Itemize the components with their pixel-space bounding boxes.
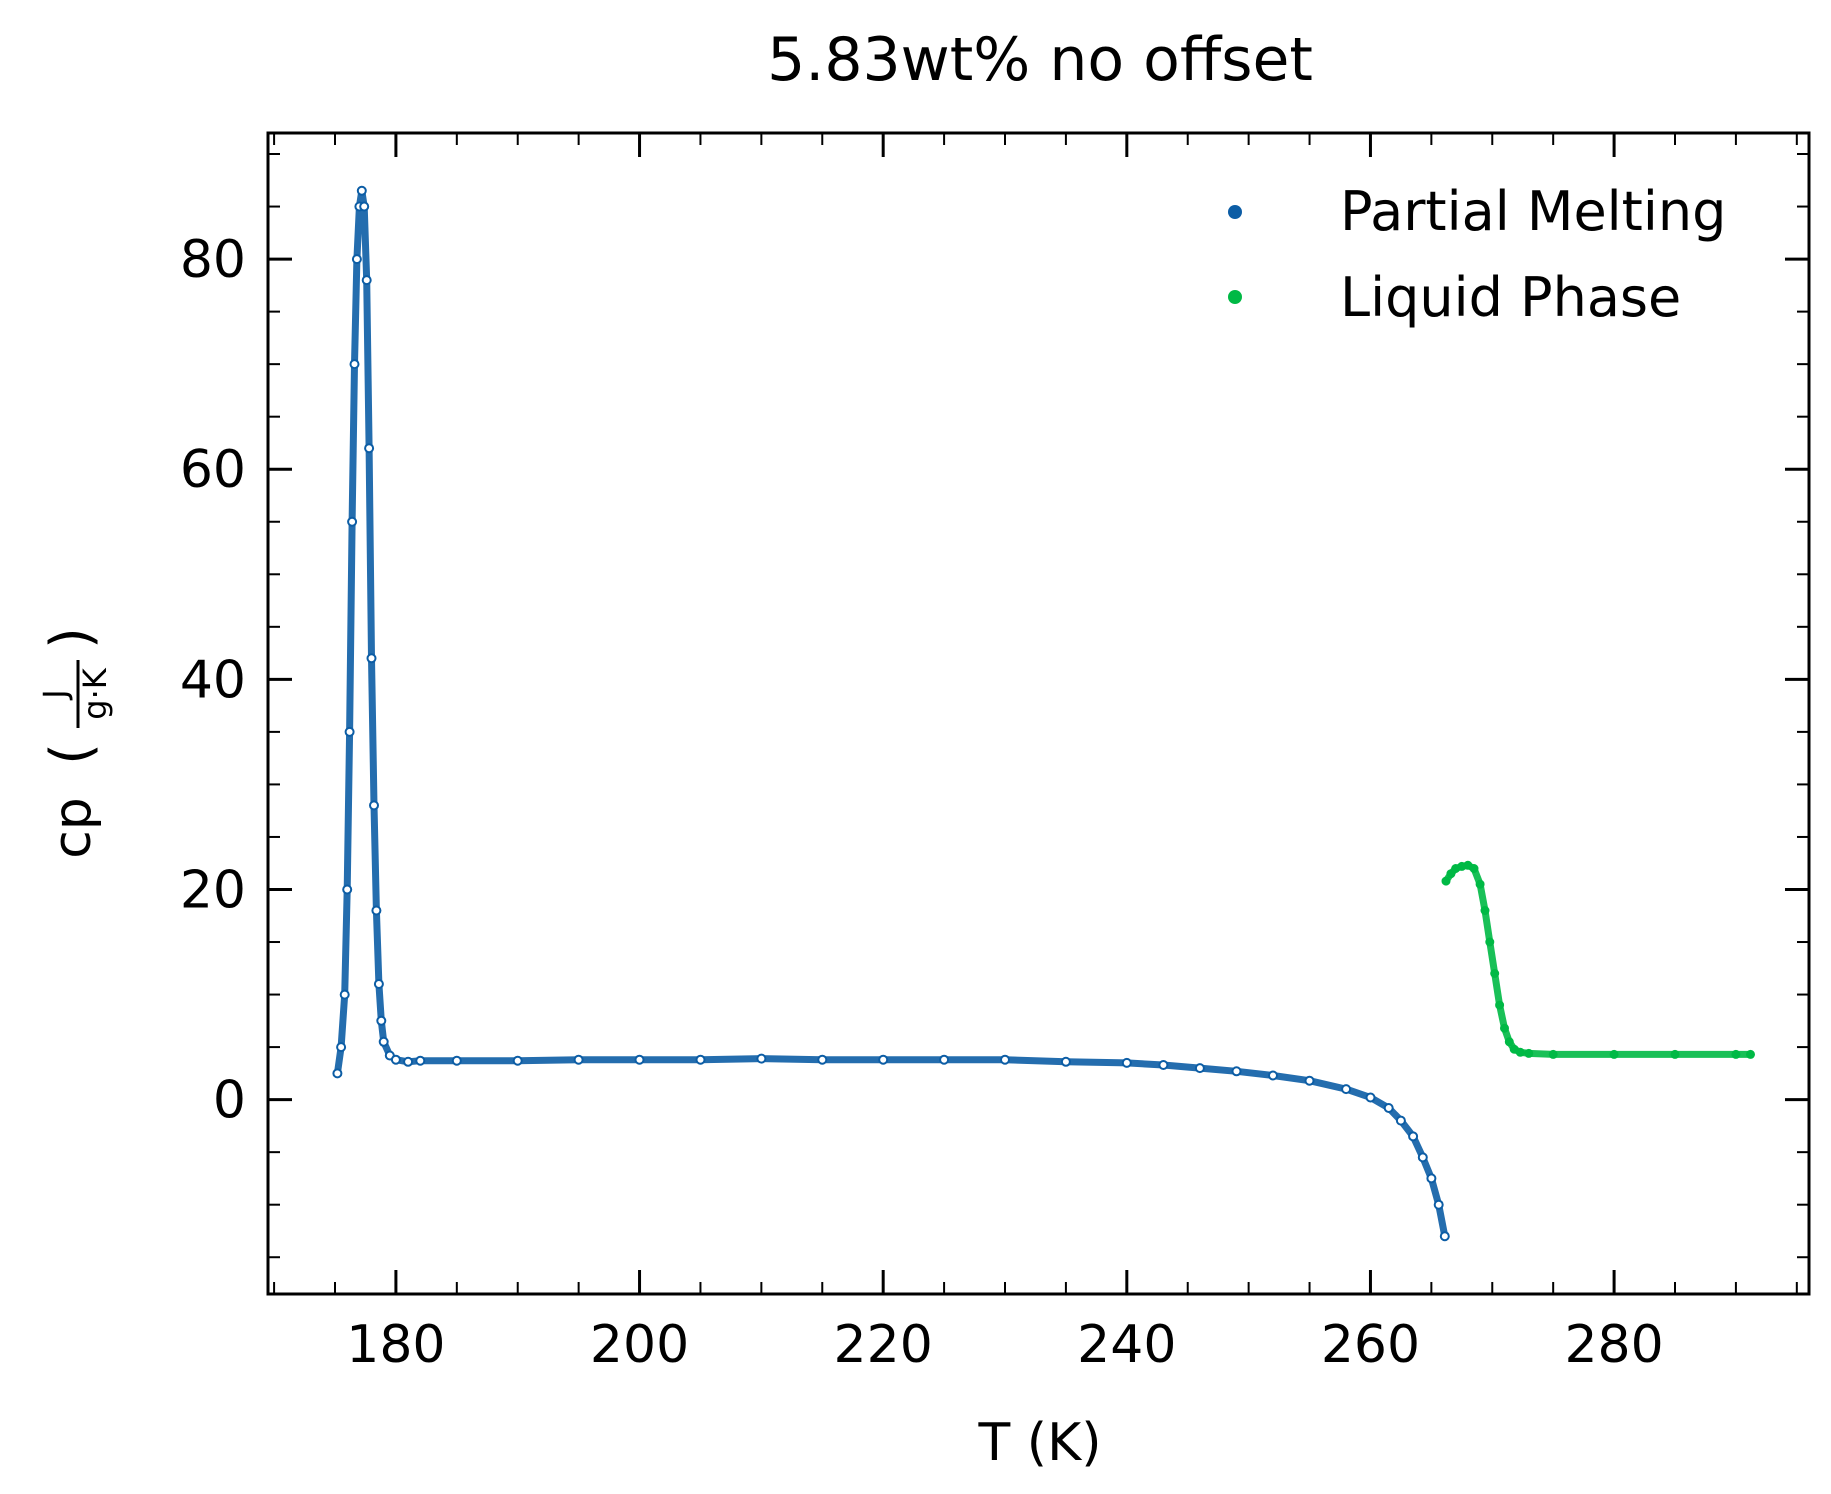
x-tick-label: 200 — [590, 1315, 689, 1375]
data-point-partial-melting — [378, 1036, 389, 1047]
legend-marker-partial-melting — [1228, 205, 1242, 219]
data-point-liquid-phase — [1500, 1023, 1509, 1033]
data-point-partial-melting — [336, 1042, 347, 1053]
y-axis-label-open-paren: ( — [39, 743, 104, 765]
data-point-liquid-phase — [1609, 1049, 1619, 1059]
data-point-partial-melting — [376, 1015, 387, 1026]
y-axis-label: cp ( J g·K ) — [36, 627, 114, 859]
data-point-partial-melting — [359, 201, 370, 212]
data-point-partial-melting — [342, 884, 353, 895]
data-point-partial-melting — [403, 1056, 414, 1067]
data-point-liquid-phase — [1504, 1037, 1514, 1047]
data-point-liquid-phase — [1490, 969, 1500, 978]
x-tick-label: 260 — [1321, 1315, 1420, 1375]
chart-title: 5.83wt% no offset — [767, 25, 1313, 95]
data-point-partial-melting — [1000, 1054, 1010, 1065]
y-axis-label-denominator: g·K — [76, 667, 114, 719]
series-liquid-phase — [1441, 860, 1755, 1059]
data-point-liquid-phase — [1441, 876, 1451, 886]
data-point-partial-melting — [878, 1054, 889, 1065]
data-point-partial-melting — [1383, 1103, 1394, 1113]
data-point-partial-melting — [351, 254, 362, 265]
legend-label-liquid-phase: Liquid Phase — [1340, 266, 1681, 329]
data-point-liquid-phase — [1670, 1049, 1680, 1059]
series-trace-liquid-phase — [1442, 861, 1754, 1058]
y-tick-label: 40 — [180, 650, 246, 710]
data-point-liquid-phase — [1731, 1049, 1741, 1059]
legend-entry-partial-melting: Partial Melting — [1228, 180, 1726, 243]
y-axis-label-close-paren: ) — [39, 627, 104, 649]
x-tick-label: 180 — [346, 1315, 445, 1375]
data-point-partial-melting — [361, 275, 372, 286]
y-axis-label-prefix: cp — [43, 797, 103, 859]
data-point-liquid-phase — [1469, 864, 1479, 873]
data-point-partial-melting — [512, 1055, 523, 1066]
y-tick-label: 80 — [180, 230, 246, 290]
data-point-partial-melting — [1417, 1152, 1428, 1163]
data-point-partial-melting — [332, 1068, 343, 1079]
data-point-partial-melting — [1395, 1115, 1406, 1126]
data-point-partial-melting — [695, 1054, 706, 1065]
legend: Partial Melting Liquid Phase — [1228, 180, 1726, 329]
data-point-partial-melting — [1158, 1060, 1169, 1070]
data-point-partial-melting — [1341, 1084, 1352, 1095]
data-point-liquid-phase — [1515, 1047, 1525, 1057]
data-point-partial-melting — [573, 1054, 584, 1065]
y-tick-label: 60 — [180, 440, 246, 500]
data-point-partial-melting — [1439, 1231, 1450, 1242]
data-point-partial-melting — [1194, 1063, 1205, 1074]
data-point-partial-melting — [373, 979, 384, 989]
plot-frame — [266, 131, 1811, 1296]
data-point-liquid-phase — [1485, 937, 1495, 947]
data-point-partial-melting — [366, 653, 377, 664]
data-point-liquid-phase — [1746, 1049, 1755, 1059]
data-point-partial-melting — [356, 185, 367, 196]
data-point-partial-melting — [756, 1053, 767, 1064]
data-point-partial-melting — [369, 800, 379, 811]
y-tick-label: 20 — [180, 860, 246, 920]
data-point-partial-melting — [1268, 1070, 1278, 1081]
data-point-liquid-phase — [1480, 906, 1490, 915]
plot-data — [332, 185, 1755, 1242]
data-point-partial-melting — [1060, 1056, 1071, 1067]
y-tick-label: 0 — [213, 1071, 246, 1131]
data-point-partial-melting — [1426, 1173, 1437, 1184]
data-point-partial-melting — [1433, 1199, 1444, 1210]
y-axis-label-numerator: J — [36, 689, 74, 700]
data-point-partial-melting — [939, 1054, 950, 1065]
x-tick-label: 280 — [1564, 1315, 1663, 1375]
tick-labels: 180 200 220 240 260 280 0 20 40 60 80 — [180, 230, 1664, 1375]
data-point-partial-melting — [347, 516, 358, 527]
data-point-partial-melting — [451, 1055, 462, 1066]
data-point-partial-melting — [364, 443, 375, 454]
legend-label-partial-melting: Partial Melting — [1340, 180, 1726, 243]
data-point-partial-melting — [817, 1054, 828, 1065]
data-point-liquid-phase — [1495, 1000, 1505, 1010]
x-tick-label: 240 — [1077, 1315, 1176, 1375]
data-point-partial-melting — [1304, 1075, 1315, 1086]
data-point-partial-melting — [344, 726, 355, 737]
data-point-liquid-phase — [1475, 879, 1485, 889]
data-point-partial-melting — [349, 359, 360, 370]
data-point-partial-melting — [1408, 1131, 1419, 1142]
data-point-partial-melting — [1231, 1066, 1242, 1077]
data-point-liquid-phase — [1548, 1049, 1558, 1059]
series-trace-partial-melting — [333, 187, 1449, 1240]
data-point-partial-melting — [1365, 1092, 1376, 1103]
data-point-partial-melting — [415, 1055, 426, 1066]
legend-entry-liquid-phase: Liquid Phase — [1228, 266, 1681, 329]
legend-marker-liquid-phase — [1228, 290, 1242, 304]
data-point-partial-melting — [390, 1054, 401, 1065]
x-tick-label: 220 — [834, 1315, 933, 1375]
data-point-partial-melting — [339, 989, 350, 1000]
series-partial-melting — [332, 185, 1450, 1242]
data-point-partial-melting — [1121, 1057, 1132, 1068]
axis-ticks — [268, 133, 1809, 1294]
data-point-partial-melting — [371, 905, 382, 916]
x-axis-label: T (K) — [978, 1413, 1102, 1473]
data-point-liquid-phase — [1524, 1048, 1534, 1058]
data-point-partial-melting — [634, 1054, 645, 1065]
